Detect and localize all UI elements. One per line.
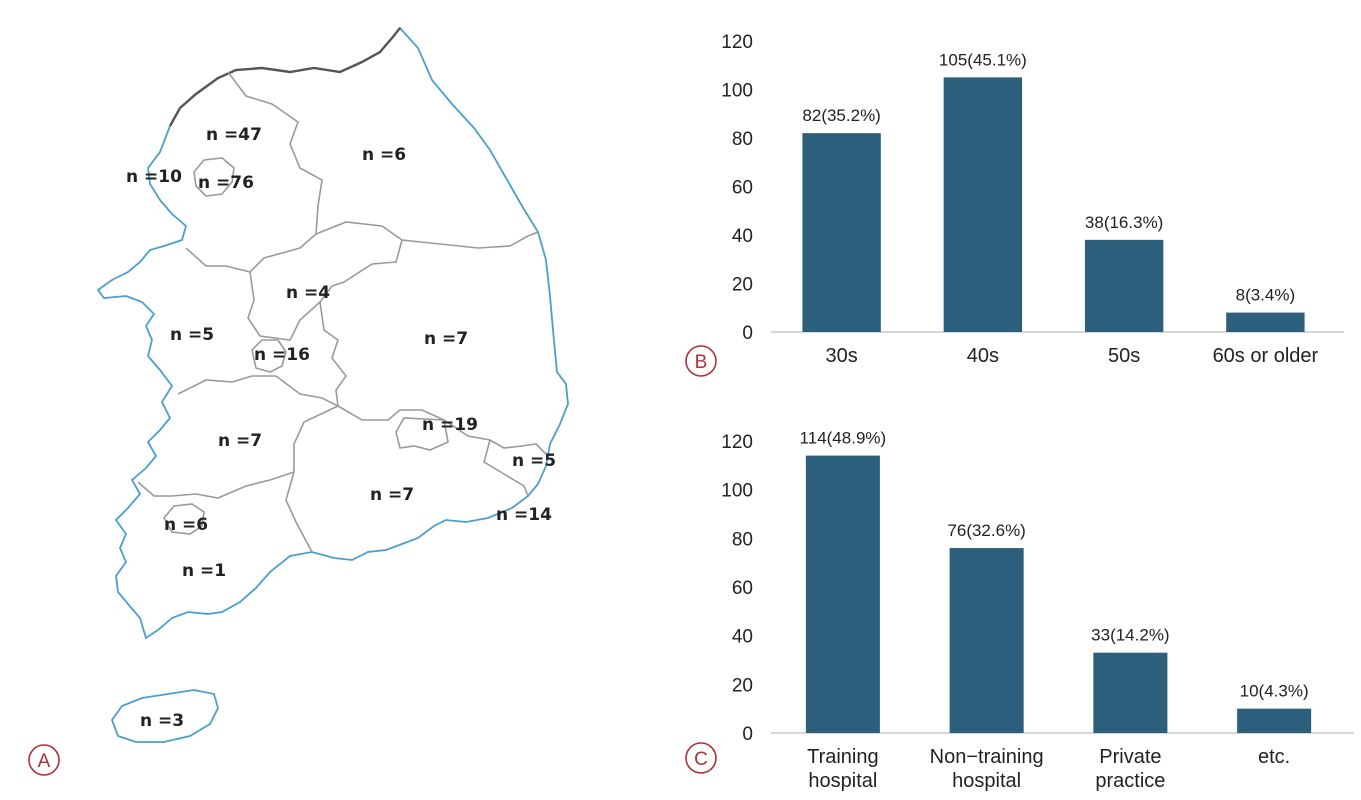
panel-letter-a: A — [28, 744, 60, 776]
panel-letter-b-text: B — [695, 352, 708, 373]
y-tick-label: 0 — [742, 323, 753, 344]
bar-data-label: 8(3.4%) — [1236, 286, 1296, 305]
bar-data-label: 38(16.3%) — [1085, 213, 1163, 232]
bar-data-label: 33(14.2%) — [1091, 626, 1169, 645]
bar — [802, 133, 881, 332]
x-category-label: etc. — [1258, 746, 1290, 768]
region-label-gyeongbuk: n =7 — [424, 329, 468, 349]
korea-map: n =47 n =6 n =10 n =76 n =4 n =5 n =16 n… — [28, 26, 569, 776]
bar — [805, 455, 880, 733]
y-tick-label: 40 — [732, 226, 753, 247]
x-category-label: 40s — [967, 345, 999, 367]
daejeon-boundary — [251, 339, 287, 373]
region-label-jeju: n =3 — [140, 711, 184, 731]
region-label-chungnam: n =5 — [170, 325, 214, 345]
gwangju-boundary — [163, 503, 205, 535]
bar — [1226, 312, 1305, 332]
chart-age-groups: 0 20 40 60 80 100 120 82(35.2%) 30s 105(45.1%) 40s… — [721, 32, 1344, 367]
bar-data-label: 76(32.6%) — [947, 521, 1025, 540]
y-tick-label: 0 — [742, 724, 753, 745]
y-tick-label: 100 — [721, 481, 753, 502]
y-tick-label: 120 — [721, 32, 753, 53]
bar-data-label: 114(48.9%) — [800, 429, 887, 448]
region-label-chungbuk: n =4 — [286, 283, 330, 303]
x-category-label: Private practice — [1095, 746, 1165, 792]
region-label-gyeongnam: n =7 — [370, 485, 414, 505]
x-category-label: 30s — [826, 345, 858, 367]
y-tick-label: 20 — [732, 675, 753, 696]
region-label-jeonnam: n =1 — [182, 561, 226, 581]
panel-letter-a-text: A — [38, 751, 51, 772]
bar — [1084, 239, 1164, 332]
chart-workplace: 0 20 40 60 80 100 120 114(48.9%) Training hospita… — [721, 429, 1354, 792]
y-tick-label: 80 — [732, 129, 753, 150]
y-tick-label: 20 — [732, 275, 753, 296]
y-tick-label: 100 — [721, 81, 753, 102]
bar — [949, 548, 1024, 733]
bar-data-label: 105(45.1%) — [939, 50, 1027, 69]
mainland-coastline — [96, 26, 569, 640]
bar — [1093, 652, 1168, 733]
y-tick-label: 80 — [732, 529, 753, 550]
jeju-island — [110, 689, 219, 743]
northern-border — [168, 27, 401, 127]
region-label-incheon: n =10 — [126, 167, 182, 187]
x-category-label: Training hospital — [807, 746, 879, 792]
y-tick-label: 60 — [732, 578, 753, 599]
x-category-label: Non−training hospital — [930, 746, 1044, 792]
bar — [1237, 708, 1312, 733]
y-tick-label: 120 — [721, 432, 753, 453]
x-category-label: 60s or older — [1213, 345, 1319, 367]
y-tick-label: 40 — [732, 627, 753, 648]
bar-data-label: 10(4.3%) — [1240, 682, 1309, 701]
bar — [943, 77, 1023, 332]
panel-letter-b: B — [685, 345, 717, 377]
panel-letter-c-text: C — [694, 749, 708, 770]
region-label-daegu: n =19 — [422, 415, 478, 435]
region-label-daejeon: n =16 — [254, 345, 310, 365]
y-tick-label: 60 — [732, 178, 753, 199]
region-label-ulsan: n =5 — [512, 451, 556, 471]
region-label-busan: n =14 — [496, 505, 552, 525]
region-label-gangwon: n =6 — [362, 145, 406, 165]
panel-letter-c: C — [685, 742, 717, 774]
region-label-jeonbuk: n =7 — [218, 431, 262, 451]
x-category-label: 50s — [1108, 345, 1140, 367]
province-borders — [137, 71, 547, 553]
region-label-gyeonggi: n =47 — [206, 125, 262, 145]
region-label-gwangju: n =6 — [164, 515, 208, 535]
region-label-seoul: n =76 — [198, 173, 254, 193]
seoul-boundary — [193, 157, 235, 197]
bar-data-label: 82(35.2%) — [802, 106, 880, 125]
